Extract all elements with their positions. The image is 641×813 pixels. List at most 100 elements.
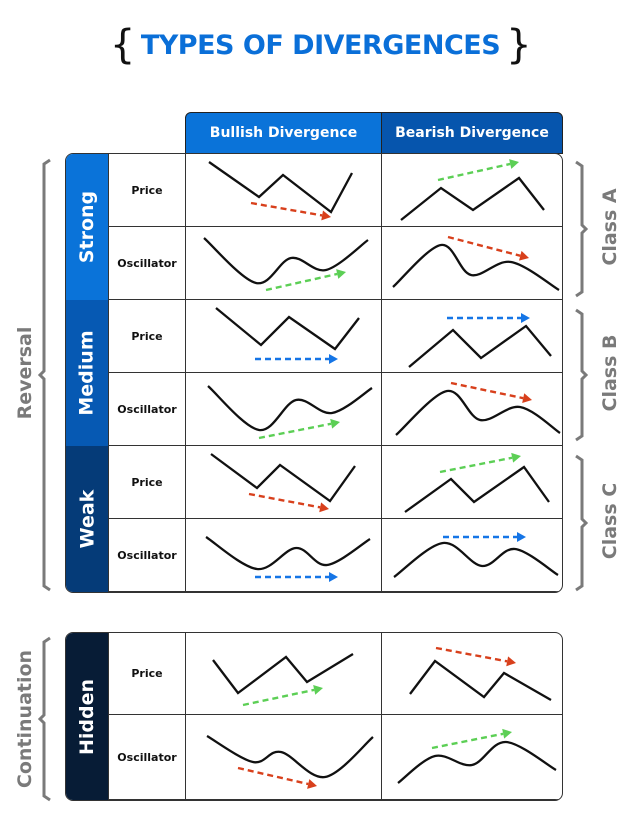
divergence-arrow-blue-flat: [255, 572, 338, 582]
arrow-head-icon: [521, 313, 530, 323]
divergence-arrow-red-down: [447, 235, 529, 261]
cell-weak-bearish-price: [382, 446, 562, 519]
column-header-bearish: Bearish Divergence: [381, 112, 563, 154]
row-label-medium: Medium: [66, 300, 109, 446]
oscillator-curve: [203, 237, 369, 285]
cell-medium-bullish-price: [186, 300, 382, 373]
arrow-dash-line: [258, 422, 332, 440]
oscillator-curve: [397, 740, 557, 784]
arrow-dash-line: [248, 492, 321, 509]
cell-drawing: [397, 728, 557, 784]
arrow-dash-line: [265, 272, 338, 292]
cell-drawing: [408, 313, 552, 368]
continuation-text: Continuation: [14, 649, 36, 789]
divergence-arrow-green-up: [431, 728, 512, 750]
divergence-arrow-red-down: [250, 201, 331, 221]
cell-medium-bearish-price: [382, 300, 562, 373]
arrow-head-icon: [502, 728, 512, 739]
cell-drawing: [409, 646, 552, 701]
cell-drawing: [206, 734, 374, 789]
arrow-dash-line: [237, 766, 309, 786]
arrow-head-icon: [511, 452, 521, 463]
arrow-dash-line: [242, 688, 315, 707]
price-line: [404, 465, 550, 513]
cell-hidden-bullish-oscillator: [186, 715, 382, 800]
type-label-price: Price: [109, 300, 186, 373]
cell-drawing: [404, 452, 550, 513]
price-line: [210, 453, 356, 503]
arrow-head-icon: [522, 393, 532, 404]
cell-weak-bullish-price: [186, 446, 382, 519]
price-line: [212, 653, 354, 695]
arrow-dash-line: [447, 235, 521, 257]
oscillator-curve: [395, 389, 561, 436]
oscillator-curve: [205, 536, 371, 571]
arrow-dash-line: [437, 162, 511, 182]
price-line: [408, 324, 552, 368]
row-label-weak: Weak: [66, 446, 109, 592]
cell-hidden-bearish-price: [382, 633, 562, 715]
arrow-head-icon: [321, 210, 331, 221]
arrow-dash-line: [439, 456, 513, 474]
type-label-oscillator: Oscillator: [109, 373, 186, 446]
class-a-text: Class A: [599, 188, 621, 266]
brace-reversal-icon: [37, 158, 51, 592]
cell-medium-bearish-oscillator: [382, 373, 562, 446]
arrow-head-icon: [517, 532, 526, 542]
cell-drawing: [203, 237, 369, 292]
row-label-strong: Strong: [66, 154, 109, 300]
type-label-oscillator: Oscillator: [109, 715, 186, 800]
group-label-class-a: Class A: [560, 188, 641, 265]
arrow-dash-line: [450, 381, 524, 400]
arrow-head-icon: [509, 159, 519, 169]
cell-drawing: [392, 235, 560, 291]
row-label-hidden: Hidden: [66, 633, 109, 800]
divergence-arrow-red-down: [237, 766, 317, 789]
brace-left-icon: {: [109, 22, 135, 68]
arrow-dash-line: [435, 646, 508, 663]
group-label-class-c: Class C: [560, 483, 641, 559]
cell-drawing: [395, 381, 561, 436]
cell-weak-bullish-oscillator: [186, 519, 382, 592]
cell-weak-bearish-oscillator: [382, 519, 562, 592]
cell-strong-bearish-oscillator: [382, 227, 562, 300]
class-b-text: Class B: [599, 334, 621, 412]
arrow-head-icon: [330, 418, 340, 429]
brace-continuation-icon: [37, 636, 51, 802]
divergence-arrow-blue-flat: [443, 532, 526, 542]
oscillator-curve: [392, 243, 560, 291]
brace-class-a-icon: [575, 160, 589, 298]
arrow-head-icon: [307, 779, 317, 789]
class-c-text: Class C: [599, 482, 621, 560]
type-label-price: Price: [109, 446, 186, 519]
type-label-oscillator: Oscillator: [109, 227, 186, 300]
divergence-arrow-red-down: [435, 646, 516, 667]
cell-drawing: [215, 307, 360, 364]
arrow-head-icon: [506, 656, 516, 667]
cell-drawing: [208, 161, 354, 221]
price-line: [208, 161, 354, 214]
arrow-head-icon: [319, 502, 329, 513]
arrow-head-icon: [329, 354, 338, 364]
cell-drawing: [210, 453, 356, 513]
oscillator-curve: [393, 541, 559, 578]
price-line: [400, 176, 545, 221]
arrow-head-icon: [336, 269, 346, 279]
cell-drawing: [400, 159, 545, 221]
cell-drawing: [205, 536, 371, 582]
divergence-arrow-green-up: [439, 452, 521, 474]
divergence-arrow-red-down: [450, 381, 532, 404]
divergence-arrow-green-up: [258, 418, 340, 440]
type-label-price: Price: [109, 154, 186, 227]
arrow-dash-line: [431, 732, 504, 750]
arrow-dash-line: [250, 201, 323, 217]
oscillator-curve: [207, 385, 373, 432]
divergence-arrow-blue-flat: [447, 313, 530, 323]
cell-strong-bullish-oscillator: [186, 227, 382, 300]
group-label-continuation: Continuation: [0, 650, 105, 788]
price-line: [409, 659, 552, 701]
oscillator-curve: [206, 734, 374, 779]
reversal-table: Strong Price Oscillator Medium Price Oscillat…: [65, 153, 563, 593]
arrow-head-icon: [329, 572, 338, 582]
